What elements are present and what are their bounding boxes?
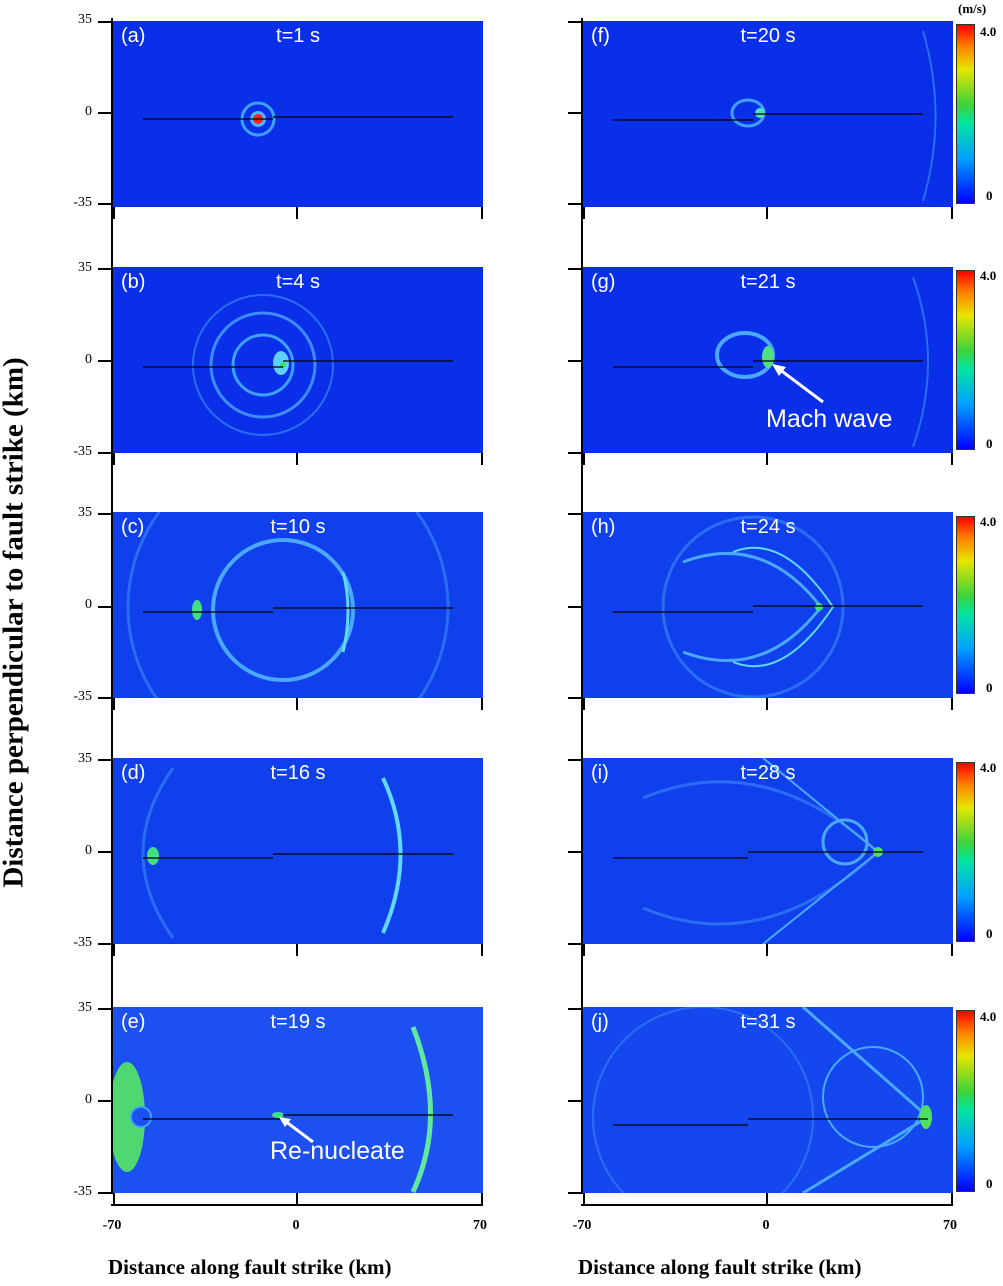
panel-f-time: t=20 s bbox=[740, 25, 796, 47]
panel-c-label: (c) bbox=[121, 516, 145, 538]
panel-g-time: t=21 s bbox=[740, 271, 796, 293]
panel-j-time: t=31 s bbox=[740, 1011, 796, 1033]
panel-e: (e) t=19 s Re-nucleate bbox=[113, 1007, 483, 1193]
renucleate-annotation: Re-nucleate bbox=[270, 1137, 405, 1165]
x-axis-title-right: Distance along fault strike (km) bbox=[578, 1255, 862, 1279]
mach-wave-annotation: Mach wave bbox=[766, 405, 893, 433]
panel-f: (f) t=20 s bbox=[583, 21, 953, 207]
panel-i: (i) t=28 s bbox=[583, 758, 953, 944]
panel-c-time: t=10 s bbox=[270, 516, 326, 538]
panel-c: (c) t=10 s bbox=[113, 512, 483, 698]
panel-a-field bbox=[113, 21, 483, 207]
panel-i-label: (i) bbox=[591, 762, 609, 784]
panel-h-label: (h) bbox=[591, 516, 616, 538]
panel-d-field bbox=[113, 758, 483, 944]
panel-b-field bbox=[113, 267, 483, 453]
panel-b-time: t=4 s bbox=[276, 271, 320, 293]
panel-b-label: (b) bbox=[121, 271, 146, 293]
panel-h-field bbox=[583, 512, 953, 698]
panel-a-time: t=1 s bbox=[276, 25, 320, 47]
left-y-axis-line bbox=[111, 18, 113, 1194]
panel-f-field bbox=[583, 21, 953, 207]
panel-h-time: t=24 s bbox=[740, 516, 796, 538]
panel-e-field bbox=[113, 1007, 483, 1193]
panel-g-field bbox=[583, 267, 953, 453]
panel-d-time: t=16 s bbox=[270, 762, 326, 784]
panel-a-label: (a) bbox=[121, 25, 146, 47]
panel-d: (d) t=16 s bbox=[113, 758, 483, 944]
panel-a: (a) t=1 s bbox=[113, 21, 483, 207]
y-axis-title: Distance perpendicular to fault strike (… bbox=[0, 357, 30, 888]
panel-b: (b) t=4 s bbox=[113, 267, 483, 453]
panel-g-label: (g) bbox=[591, 271, 616, 293]
panel-g: (g) t=21 s Mach wave bbox=[583, 267, 953, 453]
colorbar-unit: (m/s) bbox=[958, 1, 987, 16]
panel-j: (j) t=31 s bbox=[583, 1007, 953, 1193]
panel-f-label: (f) bbox=[591, 25, 610, 47]
panel-e-label: (e) bbox=[121, 1011, 146, 1033]
panel-e-time: t=19 s bbox=[270, 1011, 326, 1033]
right-y-axis-line bbox=[581, 18, 583, 1194]
panel-i-time: t=28 s bbox=[740, 762, 796, 784]
mach-wave-arrow bbox=[772, 364, 824, 404]
panel-d-label: (d) bbox=[121, 762, 146, 784]
renucleate-arrow bbox=[279, 1117, 314, 1144]
x-axis-title-left: Distance along fault strike (km) bbox=[108, 1255, 392, 1279]
panel-h: (h) t=24 s bbox=[583, 512, 953, 698]
panel-c-field bbox=[113, 512, 483, 698]
panel-j-field bbox=[583, 1007, 953, 1193]
panel-j-label: (j) bbox=[591, 1011, 609, 1033]
panel-i-field bbox=[583, 758, 953, 944]
